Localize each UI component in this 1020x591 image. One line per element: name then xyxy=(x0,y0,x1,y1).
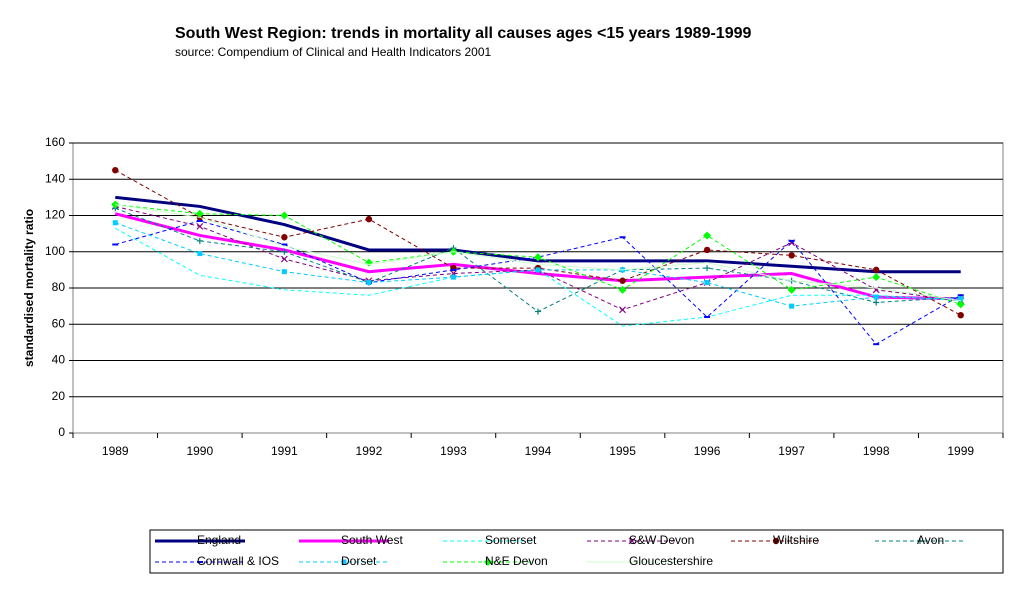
data-point xyxy=(281,269,287,275)
y-tick-label: 140 xyxy=(45,171,65,185)
data-point xyxy=(956,300,965,309)
legend-label: S&W Devon xyxy=(629,533,694,547)
data-point xyxy=(365,215,373,223)
y-tick-label: 40 xyxy=(52,353,66,367)
x-tick-label: 1997 xyxy=(778,444,805,458)
legend-marker xyxy=(341,559,347,565)
y-tick-label: 0 xyxy=(58,425,65,439)
data-point xyxy=(618,285,627,294)
x-tick-label: 1989 xyxy=(102,444,129,458)
data-point xyxy=(195,209,204,218)
x-tick-label: 1999 xyxy=(947,444,974,458)
series-line xyxy=(115,169,961,316)
data-point xyxy=(873,299,880,306)
legend-marker xyxy=(772,537,780,545)
legend-label: Wiltshire xyxy=(773,533,819,547)
y-tick-label: 160 xyxy=(45,135,65,149)
data-point xyxy=(196,222,204,230)
data-point xyxy=(789,303,795,309)
x-tick-label: 1996 xyxy=(694,444,721,458)
data-point xyxy=(704,280,710,286)
legend-label: Cornwall & IOS xyxy=(197,554,279,568)
y-tick-label: 120 xyxy=(45,208,65,222)
series-line xyxy=(115,220,961,345)
data-point xyxy=(704,265,711,272)
legend-label: Dorset xyxy=(341,554,377,568)
legend-label: Gloucestershire xyxy=(629,554,713,568)
x-tick-label: 1992 xyxy=(356,444,383,458)
legend-label: N&E Devon xyxy=(485,554,548,568)
chart-subtitle: source: Compendium of Clinical and Healt… xyxy=(175,45,491,59)
data-point xyxy=(787,285,796,294)
y-tick-label: 100 xyxy=(45,244,65,258)
x-tick-label: 1993 xyxy=(440,444,467,458)
data-point xyxy=(196,237,203,244)
data-point xyxy=(957,311,964,319)
x-tick-label: 1995 xyxy=(609,444,636,458)
series-line xyxy=(115,222,961,307)
data-point xyxy=(280,255,288,263)
data-point xyxy=(619,277,626,284)
y-tick-label: 80 xyxy=(52,280,66,294)
data-point xyxy=(112,220,118,226)
legend xyxy=(149,529,1004,574)
y-tick-label: 20 xyxy=(52,389,66,403)
data-point xyxy=(534,253,542,262)
data-point xyxy=(197,251,203,257)
legend-label: Somerset xyxy=(485,533,537,547)
data-point xyxy=(873,294,879,300)
data-point xyxy=(703,246,711,254)
legend-label: England xyxy=(197,533,241,547)
data-point xyxy=(958,296,964,302)
data-point xyxy=(872,273,881,282)
legend-label: Avon xyxy=(917,533,944,547)
series-line xyxy=(115,204,961,302)
data-point xyxy=(535,308,541,315)
data-point xyxy=(112,166,119,174)
x-tick-label: 1994 xyxy=(525,444,552,458)
data-point xyxy=(703,231,712,240)
legend-marker xyxy=(628,537,636,545)
x-tick-label: 1990 xyxy=(186,444,213,458)
x-tick-label: 1998 xyxy=(863,444,890,458)
series-line xyxy=(114,212,961,301)
legend-label: South West xyxy=(341,533,403,547)
legend-marker xyxy=(484,558,492,566)
y-axis-label: standardised mortality ratio xyxy=(22,209,36,367)
data-point xyxy=(281,234,288,241)
y-tick-label: 60 xyxy=(52,316,66,330)
data-point xyxy=(280,211,289,220)
data-point xyxy=(788,252,795,259)
data-point xyxy=(619,306,626,314)
data-point xyxy=(366,280,372,286)
data-point xyxy=(535,267,541,273)
data-point xyxy=(872,266,880,274)
x-tick-label: 1991 xyxy=(271,444,298,458)
data-point xyxy=(450,274,456,280)
data-point xyxy=(281,248,288,255)
legend-marker xyxy=(917,538,923,544)
chart-title: South West Region: trends in mortality a… xyxy=(175,25,751,42)
